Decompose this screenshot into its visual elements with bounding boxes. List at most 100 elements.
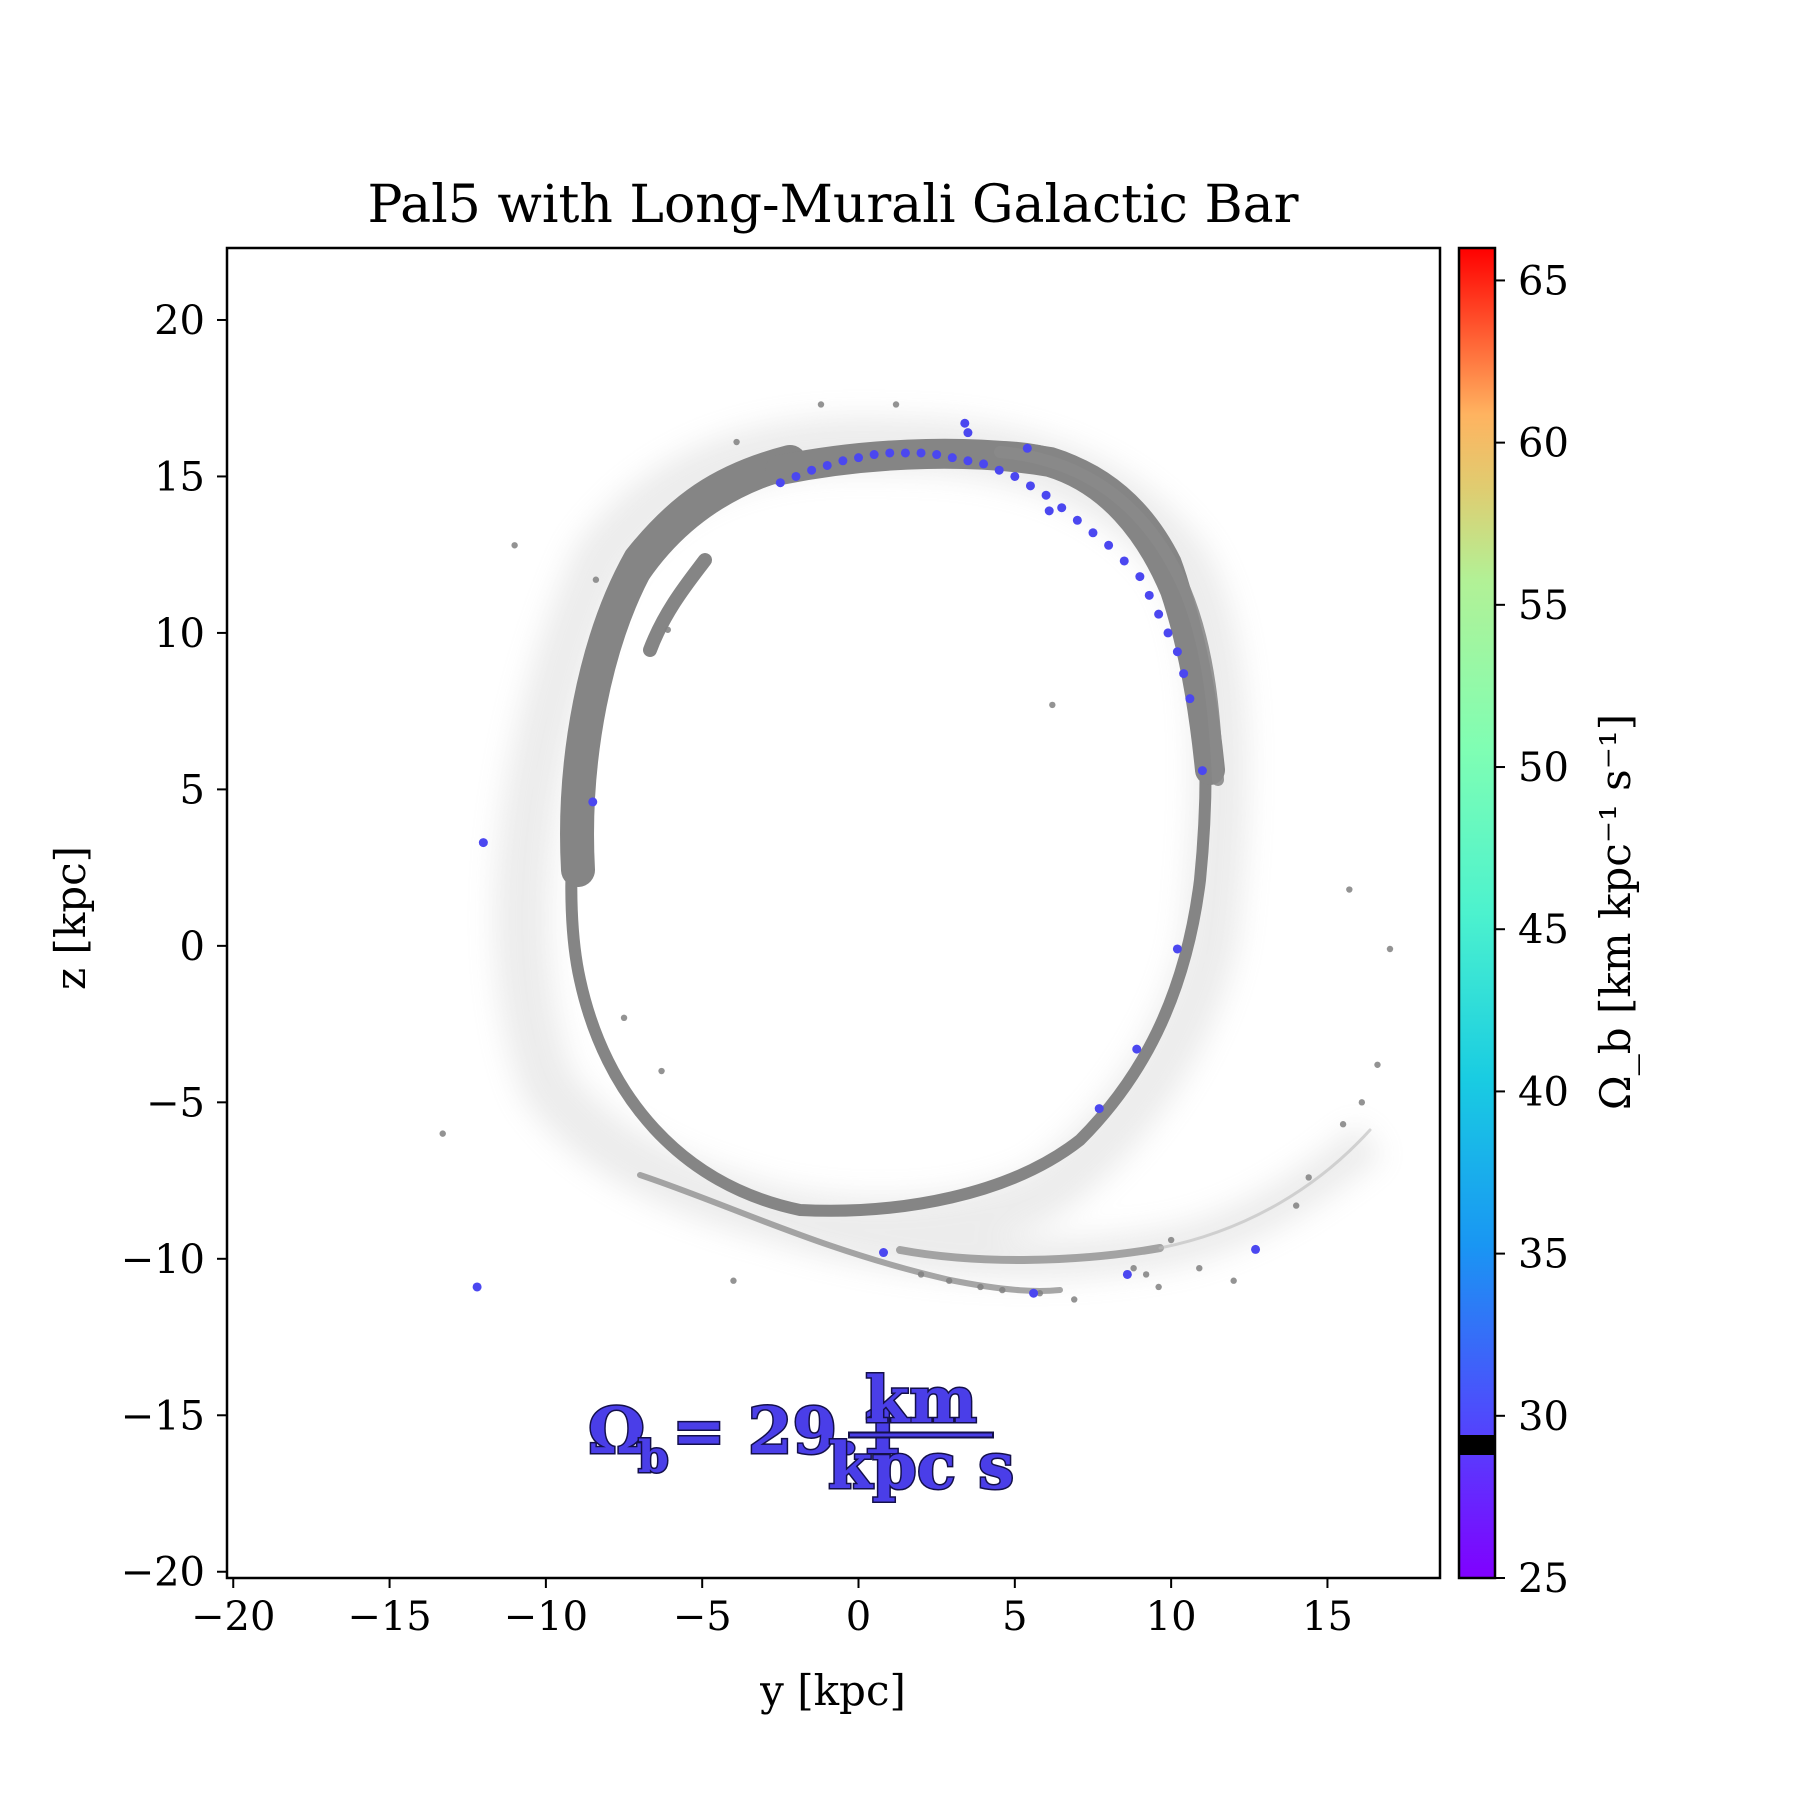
colorbar-tick-label: 35 <box>1518 1232 1569 1278</box>
highlight-point <box>854 453 864 463</box>
highlight-point <box>1179 669 1189 679</box>
highlight-point <box>947 453 957 463</box>
y-tick-label: −20 <box>121 1550 205 1596</box>
colorbar-marker <box>1459 1435 1495 1455</box>
stream-outlier-point <box>1292 1202 1300 1209</box>
x-tick-label: 5 <box>1002 1594 1027 1640</box>
highlight-point <box>1029 1288 1039 1298</box>
stream-outlier-point <box>1346 886 1353 893</box>
highlight-point <box>932 450 942 460</box>
highlight-point <box>1010 471 1020 481</box>
y-tick-label: 20 <box>154 298 205 344</box>
y-tick-label: 15 <box>154 454 205 500</box>
stream-left-arm <box>560 445 807 887</box>
highlight-point <box>1132 1044 1142 1054</box>
colorbar-frame <box>1457 246 1497 1580</box>
highlight-point <box>963 428 973 438</box>
colorbar-tick-label: 25 <box>1518 1556 1569 1602</box>
stream-outlier-point <box>664 626 672 633</box>
highlight-point <box>960 418 970 428</box>
highlight-point <box>1122 1269 1132 1279</box>
x-axis: −20 −15 −10 −5 0 5 10 15 <box>191 1578 1353 1640</box>
stream-lower-tail <box>637 1172 1063 1294</box>
stream-outlier-point <box>977 1283 984 1291</box>
colorbar-tick-label: 30 <box>1518 1394 1569 1440</box>
stream-outlier-point <box>1071 1296 1078 1303</box>
highlight-point <box>472 1282 482 1292</box>
highlight-point <box>775 478 785 488</box>
stream-outliers <box>439 401 1394 1303</box>
colorbar-gradient <box>1459 248 1495 1578</box>
highlight-point <box>1072 515 1082 525</box>
x-tick-label: −20 <box>191 1594 275 1640</box>
highlight-point <box>885 448 895 458</box>
stream-lower-arc <box>896 1244 1164 1264</box>
stream-outlier-point <box>439 1130 446 1137</box>
colorbar: 25 30 35 40 45 50 55 60 65 Ω_b [km kpc⁻¹ s⁻¹] <box>1457 246 1640 1602</box>
stream-outlier-point <box>999 1286 1006 1294</box>
x-tick-label: 0 <box>846 1594 871 1640</box>
highlight-point <box>1104 540 1114 550</box>
stream-outlier-point <box>592 576 600 583</box>
stream-outlier-point <box>658 1067 665 1075</box>
highlight-point <box>869 450 879 460</box>
highlight-point <box>963 456 973 466</box>
x-tick-label: −15 <box>347 1594 431 1640</box>
colorbar-tick-label: 45 <box>1518 907 1569 953</box>
highlight-point <box>822 460 832 470</box>
x-tick-label: −10 <box>504 1594 588 1640</box>
highlight-point <box>1025 481 1035 491</box>
stream-outlier-point <box>917 1271 925 1278</box>
stream-outlier-point <box>1155 1283 1162 1291</box>
stream-outlier-point <box>817 401 825 408</box>
stream-outlier-point <box>1196 1264 1203 1272</box>
highlight-point <box>1135 572 1145 582</box>
colorbar-ticks: 25 30 35 40 45 50 55 60 65 <box>1495 258 1569 1602</box>
highlight-point <box>1185 694 1195 704</box>
stream-outlier-point <box>1374 1061 1381 1068</box>
x-tick-label: 15 <box>1302 1594 1353 1640</box>
y-axis-label: z [kpc] <box>46 846 95 990</box>
highlight-point <box>879 1248 889 1258</box>
highlight-point <box>807 465 817 475</box>
colorbar-tick-label: 65 <box>1518 258 1569 304</box>
stream-outlier-point <box>1130 1264 1137 1272</box>
colorbar-tick-label: 60 <box>1518 421 1569 467</box>
colorbar-tick-label: 40 <box>1518 1069 1569 1115</box>
stream-outlier-point <box>1339 1121 1347 1128</box>
highlight-point <box>994 465 1004 475</box>
y-tick-label: −15 <box>121 1393 205 1439</box>
highlight-point <box>1119 556 1129 566</box>
omega-numerator: km <box>865 1363 977 1438</box>
highlight-point <box>1154 609 1164 619</box>
stream-right-edge <box>994 446 1224 786</box>
omega-symbol: Ω <box>588 1394 645 1469</box>
highlight-point <box>1251 1244 1261 1254</box>
highlight-point <box>791 471 801 481</box>
highlight-point <box>1094 1104 1104 1114</box>
stream-outlier-point <box>1358 1099 1366 1106</box>
stream-outlier-point <box>1049 701 1056 709</box>
plot-frame <box>225 246 1442 1580</box>
highlight-point <box>1022 443 1032 453</box>
highlight-point <box>1197 766 1207 776</box>
x-tick-label: −5 <box>673 1594 732 1640</box>
stream-outlier-point <box>620 1014 628 1022</box>
y-tick-label: −5 <box>146 1080 205 1126</box>
stream-outlier-point <box>945 1277 953 1284</box>
stream-thin-outer <box>1158 1128 1372 1250</box>
stream-outlier-point <box>733 438 740 446</box>
highlight-point <box>1172 647 1182 657</box>
chart-title: Pal5 with Long-Murali Galactic Bar <box>367 175 1298 235</box>
y-tick-label: 10 <box>154 611 205 657</box>
highlight-point <box>1144 590 1154 600</box>
colorbar-tick-label: 50 <box>1518 745 1569 791</box>
omega-denominator: kpc s <box>828 1429 1014 1504</box>
stream-outlier-point <box>892 401 900 408</box>
stream-outlier-point <box>1167 1236 1175 1244</box>
stream-outlier-point <box>1230 1277 1237 1284</box>
highlight-point <box>1163 628 1173 638</box>
highlight-point <box>1172 944 1182 954</box>
highlight-points <box>472 418 1261 1298</box>
